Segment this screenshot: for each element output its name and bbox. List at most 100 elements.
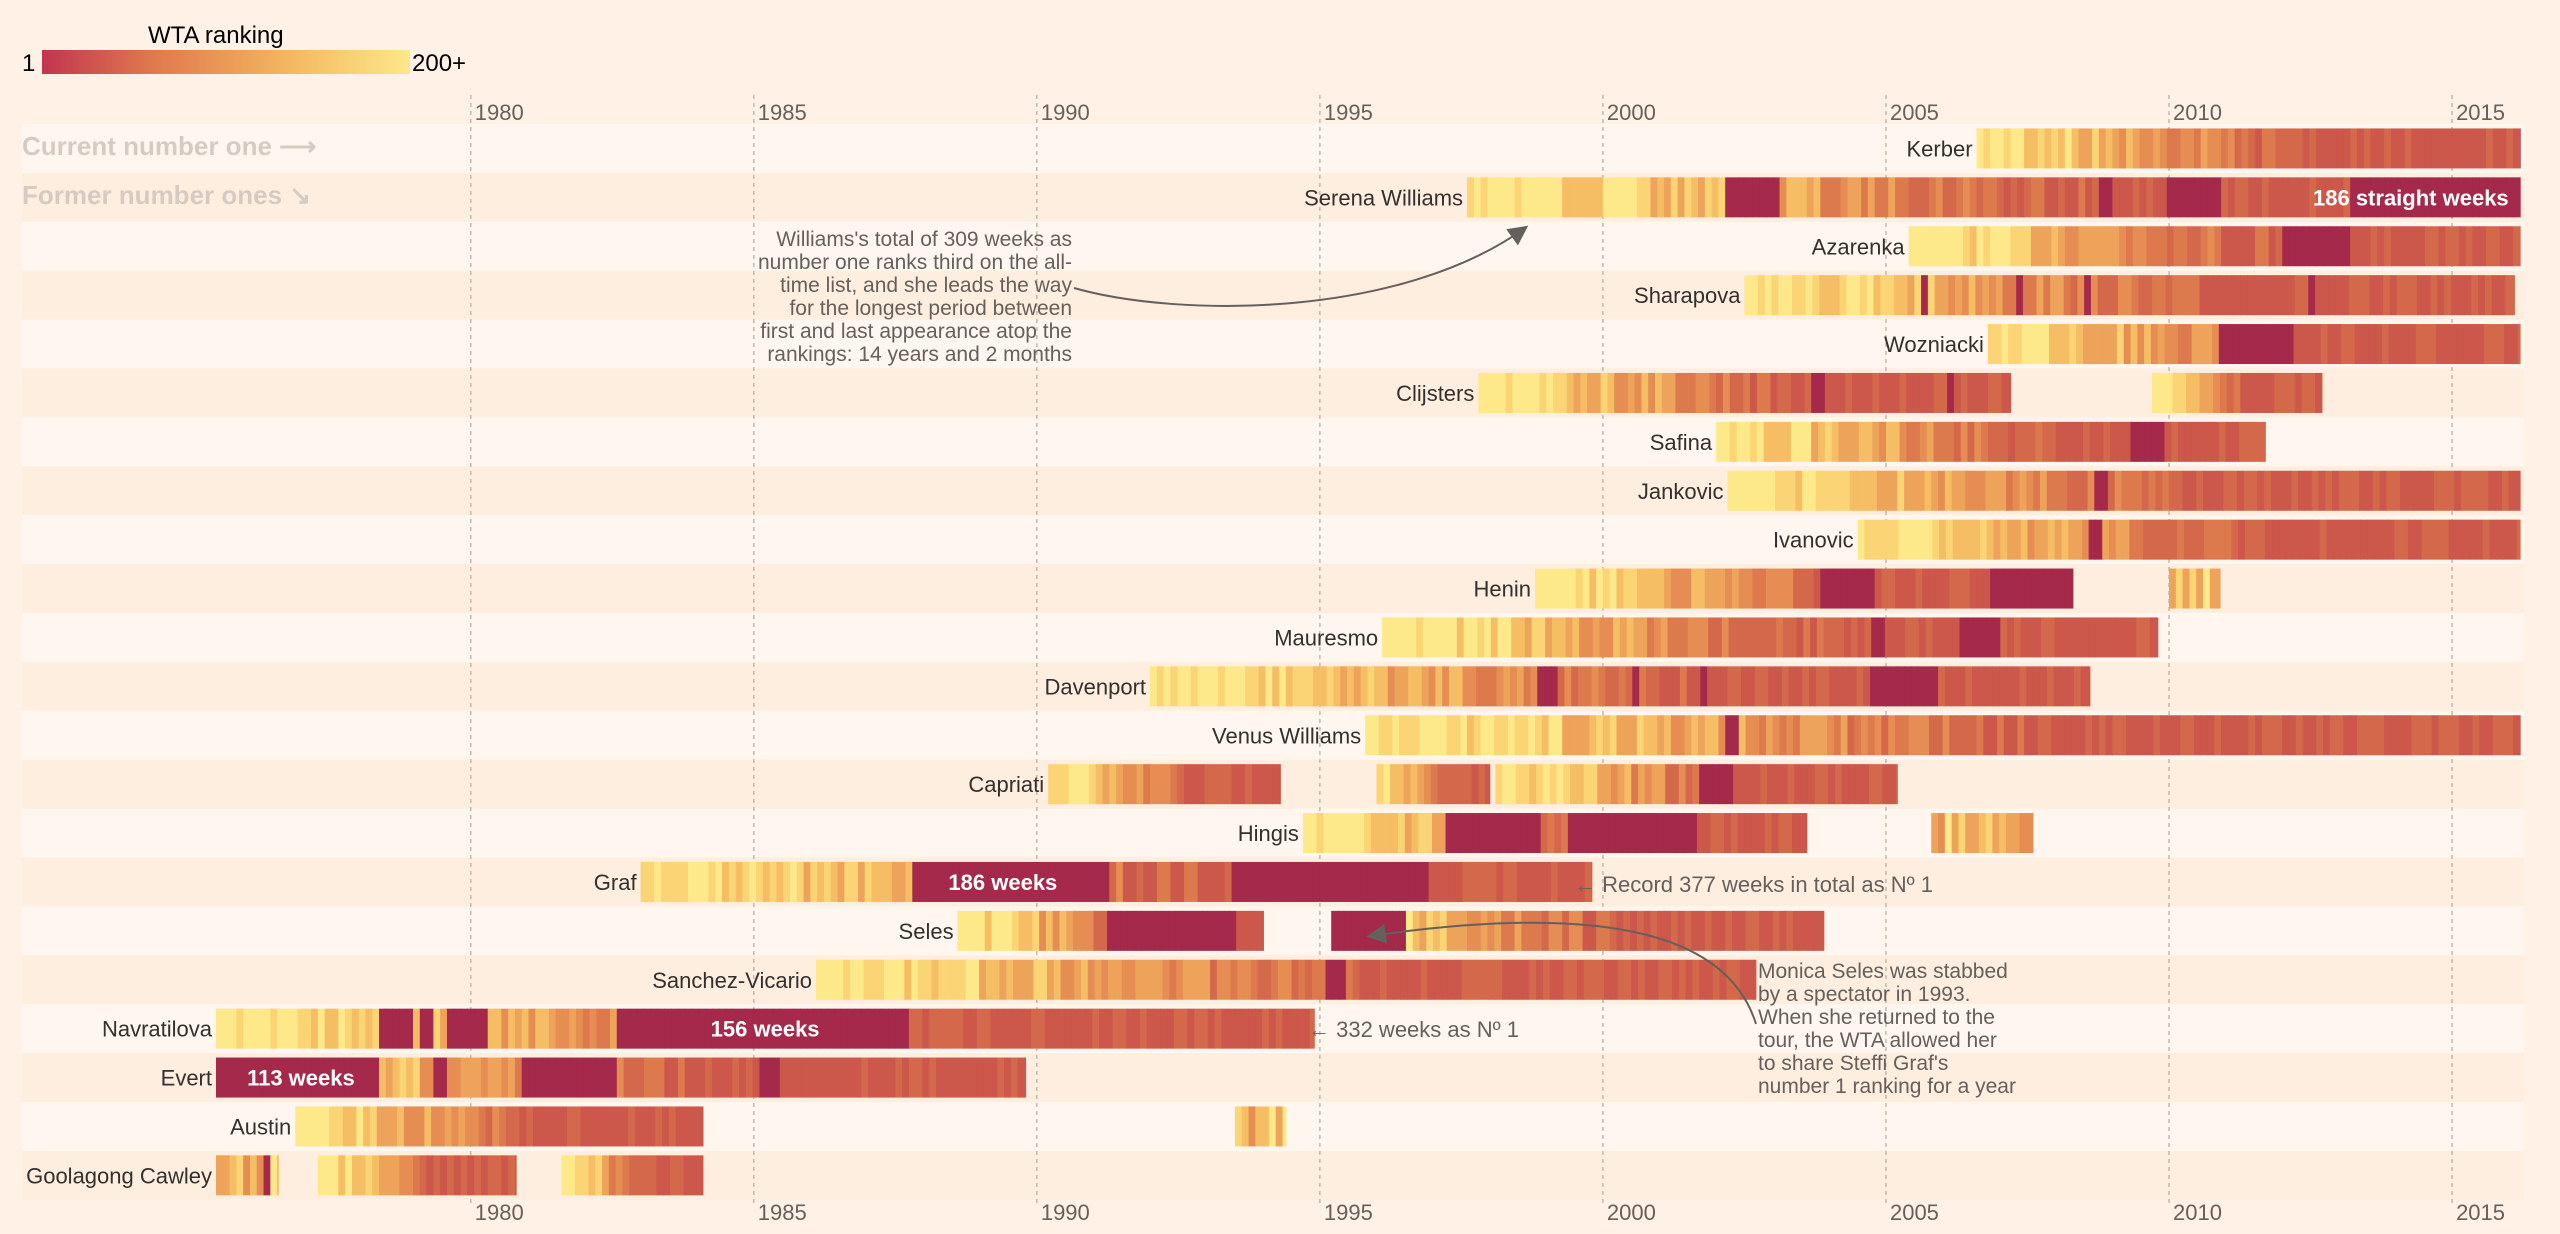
ranking-cell <box>2404 177 2412 218</box>
ranking-cell <box>2051 226 2059 267</box>
ranking-cell <box>891 861 900 902</box>
ranking-cell <box>2112 128 2120 169</box>
ranking-cell <box>431 1106 439 1147</box>
ranking-cell <box>1976 568 1984 609</box>
ranking-cell <box>1340 666 1348 707</box>
ranking-cell <box>1884 617 1893 658</box>
ranking-cell <box>2178 421 2186 462</box>
ranking-cell <box>2102 519 2110 560</box>
ranking-cell <box>2125 177 2134 218</box>
ranking-cell <box>2281 275 2289 316</box>
ranking-cell <box>1752 568 1760 609</box>
ranking-cell <box>2300 324 2308 365</box>
ranking-cell <box>290 1008 299 1049</box>
ranking-cell <box>2506 715 2514 756</box>
ranking-cell <box>2182 568 2191 609</box>
ranking-cell <box>1824 372 1833 413</box>
ranking-cell <box>1424 764 1432 805</box>
ranking-cell <box>1574 813 1583 854</box>
ranking-cell <box>2218 324 2227 365</box>
ranking-cell <box>963 1057 971 1098</box>
ranking-cell <box>1525 372 1534 413</box>
ranking-cell <box>1102 861 1110 902</box>
ranking-cell <box>1024 1057 1027 1098</box>
ranking-cell <box>2187 128 2195 169</box>
ranking-cell <box>1515 764 1524 805</box>
ranking-cell <box>942 1057 951 1098</box>
ranking-cell <box>1876 470 1885 511</box>
ranking-cell <box>2321 372 2323 413</box>
ranking-cell <box>419 1057 428 1098</box>
ranking-cell <box>2146 715 2154 756</box>
ranking-cell <box>1891 519 1900 560</box>
ranking-cell <box>643 1057 652 1098</box>
ranking-cell <box>905 861 913 902</box>
ranking-cell <box>1523 666 1532 707</box>
ranking-cell <box>840 1057 849 1098</box>
ranking-cell <box>1636 910 1645 951</box>
ranking-cell <box>1268 1106 1277 1147</box>
ranking-cell <box>2336 226 2344 267</box>
ranking-cell <box>671 1008 679 1049</box>
ranking-cell <box>1554 813 1562 854</box>
ranking-cell <box>1820 568 1828 609</box>
ranking-cell <box>2115 617 2124 658</box>
ranking-cell <box>1888 568 1896 609</box>
ranking-cell <box>2076 324 2084 365</box>
ranking-cell <box>1095 861 1104 902</box>
ranking-cell <box>1211 764 1219 805</box>
ranking-cell <box>2486 226 2494 267</box>
ranking-cell <box>1080 959 1089 1000</box>
ranking-cell <box>1045 910 1054 951</box>
ranking-cell <box>1429 617 1438 658</box>
player-name-label: Wozniacki <box>1884 332 1984 357</box>
ranking-cell <box>2026 666 2034 707</box>
ranking-cell <box>732 1057 740 1098</box>
ranking-cell <box>1371 910 1380 951</box>
ranking-cell <box>2001 421 2009 462</box>
ranking-cell <box>971 910 979 951</box>
ranking-cell <box>1510 666 1518 707</box>
ranking-cell <box>1979 519 1988 560</box>
ranking-cell <box>1901 568 1910 609</box>
ranking-cell <box>1650 715 1658 756</box>
ranking-cell <box>2499 128 2508 169</box>
ranking-cell <box>1847 715 1855 756</box>
ranking-cell <box>1251 861 1260 902</box>
ranking-cell <box>487 1155 496 1196</box>
ranking-cell <box>2049 421 2057 462</box>
ranking-cell <box>478 1106 487 1147</box>
ranking-cell <box>1808 470 1817 511</box>
ranking-cell <box>338 1155 346 1196</box>
ranking-cell <box>1417 764 1425 805</box>
ranking-cell <box>870 959 878 1000</box>
ranking-cell <box>1163 764 1172 805</box>
ranking-cell <box>1836 470 1844 511</box>
tick-label-top: 2000 <box>1607 100 1656 125</box>
ranking-cell <box>1767 764 1775 805</box>
ranking-cell <box>2095 617 2103 658</box>
ranking-cell <box>2490 324 2498 365</box>
ranking-cell <box>2329 128 2338 169</box>
ranking-cell <box>2289 226 2297 267</box>
ranking-cell <box>2009 275 2017 316</box>
ranking-cell <box>1311 959 1320 1000</box>
ranking-cell <box>1408 666 1416 707</box>
ranking-cell <box>656 1155 664 1196</box>
ranking-cell <box>440 1155 448 1196</box>
ranking-cell <box>555 1008 564 1049</box>
ranking-cell <box>2125 226 2134 267</box>
ranking-cell <box>681 861 689 902</box>
ranking-cell <box>372 1155 380 1196</box>
ranking-cell <box>1555 177 1563 218</box>
ranking-cell <box>1442 861 1450 902</box>
ranking-cell <box>1544 861 1552 902</box>
ranking-cell <box>372 1057 380 1098</box>
ranking-cell <box>1738 177 1747 218</box>
ranking-cell <box>1907 275 1915 316</box>
ranking-cell <box>1487 715 1495 756</box>
bar-annotation-label: 186 straight weeks <box>2313 185 2509 210</box>
ranking-cell <box>1822 666 1830 707</box>
ranking-cell <box>2205 421 2213 462</box>
ranking-cell <box>2132 715 2141 756</box>
